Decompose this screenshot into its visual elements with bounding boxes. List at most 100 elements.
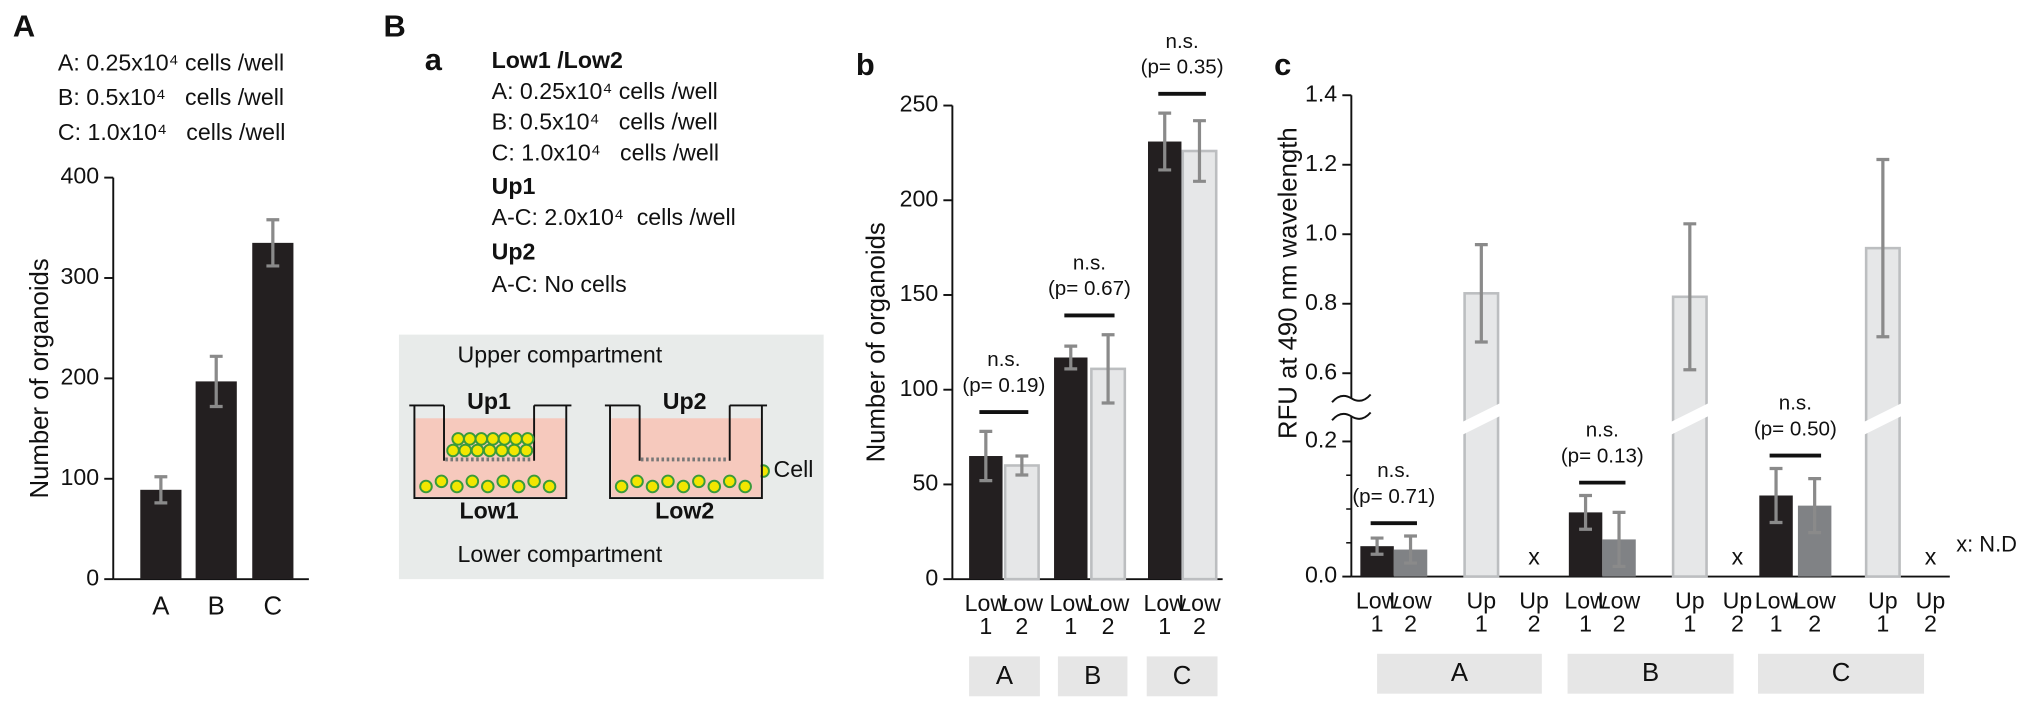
y-tick-label: 0.2 — [1305, 427, 1337, 453]
error-bar — [1158, 111, 1172, 172]
setup-header: Low1 /Low2 — [492, 47, 623, 73]
bar-break — [1862, 402, 1904, 436]
cell — [614, 479, 629, 494]
cell — [661, 474, 675, 489]
cell — [482, 443, 497, 458]
cell — [474, 432, 489, 446]
p-value: (p= 0.67) — [1048, 277, 1131, 300]
cell — [497, 432, 512, 446]
group-box — [1567, 653, 1734, 694]
error-bar — [1015, 454, 1029, 477]
setup-density: B: 0.5x10⁴ cells /well — [492, 109, 718, 135]
p-value: (p= 0.35) — [1141, 56, 1224, 79]
cell — [527, 474, 541, 489]
cell — [496, 474, 510, 489]
missing-marker: x — [1528, 544, 1540, 570]
x-tick-label: Low 1 — [1755, 587, 1798, 636]
setup-density: A-C: No cells — [492, 271, 627, 297]
cell — [470, 443, 485, 458]
y-tick-label: 400 — [60, 163, 99, 189]
x-tick-label: Low 1 — [1356, 587, 1399, 636]
group-box — [969, 656, 1040, 697]
error-bar — [266, 218, 280, 268]
well-wall — [409, 404, 572, 500]
y-tick-label: 1.2 — [1305, 150, 1337, 176]
x-tick-label: Up 2 — [1916, 587, 1946, 636]
x-tick-label: Low 2 — [1793, 587, 1836, 636]
y-tick-label: 300 — [60, 263, 99, 289]
x-tick-label: Low 2 — [1087, 590, 1130, 639]
error-bar — [1193, 119, 1206, 183]
bar — [1090, 367, 1127, 581]
significance-label: n.s. — [1377, 459, 1410, 482]
cell — [511, 479, 526, 494]
bar-break — [1460, 402, 1502, 436]
y-axis-title: RFU at 490 nm wavelength — [1274, 127, 1302, 439]
x-tick-label: Low 1 — [1050, 590, 1093, 639]
group-label: B — [1642, 659, 1659, 687]
cell-label: Cell — [773, 456, 813, 482]
cell — [450, 479, 464, 494]
setup-header: Up2 — [492, 239, 536, 265]
y-tick-label: 1.4 — [1305, 80, 1337, 106]
x-tick-label: Low 2 — [1598, 587, 1641, 636]
x-tick-label: Up 1 — [1868, 587, 1898, 636]
bar — [1181, 149, 1218, 581]
cell — [465, 474, 480, 489]
y-tick-label: 100 — [900, 375, 939, 401]
error-bar — [154, 475, 168, 505]
significance-label: n.s. — [1586, 419, 1619, 442]
p-value: (p= 0.19) — [962, 374, 1045, 397]
note: B: 0.5x10⁴ cells /well — [58, 84, 284, 110]
y-tick-label: 0 — [86, 564, 99, 590]
group-label: A — [996, 662, 1014, 690]
cell — [486, 432, 500, 446]
error-bar — [979, 429, 993, 483]
error-bar — [209, 354, 223, 409]
p-value: (p= 0.13) — [1561, 444, 1644, 467]
cell — [520, 432, 535, 446]
error-bar — [1474, 243, 1488, 344]
well-wall — [604, 404, 768, 500]
panel-letter: c — [1274, 47, 1291, 82]
y-tick-label: 200 — [60, 364, 99, 390]
x-tick-label: Up 2 — [1723, 587, 1753, 636]
setup-density: A-C: 2.0x10⁴ cells /well — [492, 204, 736, 230]
y-tick-label: 0.8 — [1305, 289, 1337, 315]
well-label: Up2 — [663, 388, 707, 414]
x-tick-label: Low 2 — [1001, 590, 1044, 639]
group-label: A — [1451, 659, 1469, 687]
setup-density: A: 0.25x10⁴ cells /well — [492, 78, 718, 104]
cell — [692, 474, 706, 489]
significance-label: n.s. — [987, 348, 1020, 371]
cell — [462, 432, 477, 446]
bar — [252, 242, 294, 580]
axis-break — [1331, 393, 1372, 403]
y-tick-label: 1.0 — [1305, 219, 1337, 245]
error-bar — [1404, 534, 1417, 565]
panel-letter: B — [384, 8, 406, 43]
group-box — [1758, 653, 1925, 694]
missing-marker: x — [1925, 544, 1937, 570]
error-bar — [1579, 493, 1593, 531]
compartment-label: Lower compartment — [458, 541, 663, 567]
y-tick-label: 0.6 — [1305, 358, 1337, 384]
cell — [630, 474, 644, 489]
p-value: (p= 0.50) — [1754, 417, 1837, 440]
panel-letter: a — [425, 42, 443, 77]
x-tick-label: Low 2 — [1389, 587, 1432, 636]
y-tick-label: 150 — [900, 280, 939, 306]
x-tick-label: Up 1 — [1675, 587, 1705, 636]
cell — [507, 443, 521, 458]
x-tick-label: Low 1 — [1564, 587, 1607, 636]
error-bar — [1101, 333, 1115, 405]
bar — [140, 489, 182, 580]
bar — [195, 381, 237, 580]
error-bar — [1876, 157, 1890, 339]
bar — [1003, 464, 1040, 581]
y-tick-label: 100 — [60, 464, 99, 490]
y-tick-label: 0 — [925, 564, 938, 590]
cell — [446, 443, 460, 458]
panel-letter: b — [856, 47, 875, 82]
